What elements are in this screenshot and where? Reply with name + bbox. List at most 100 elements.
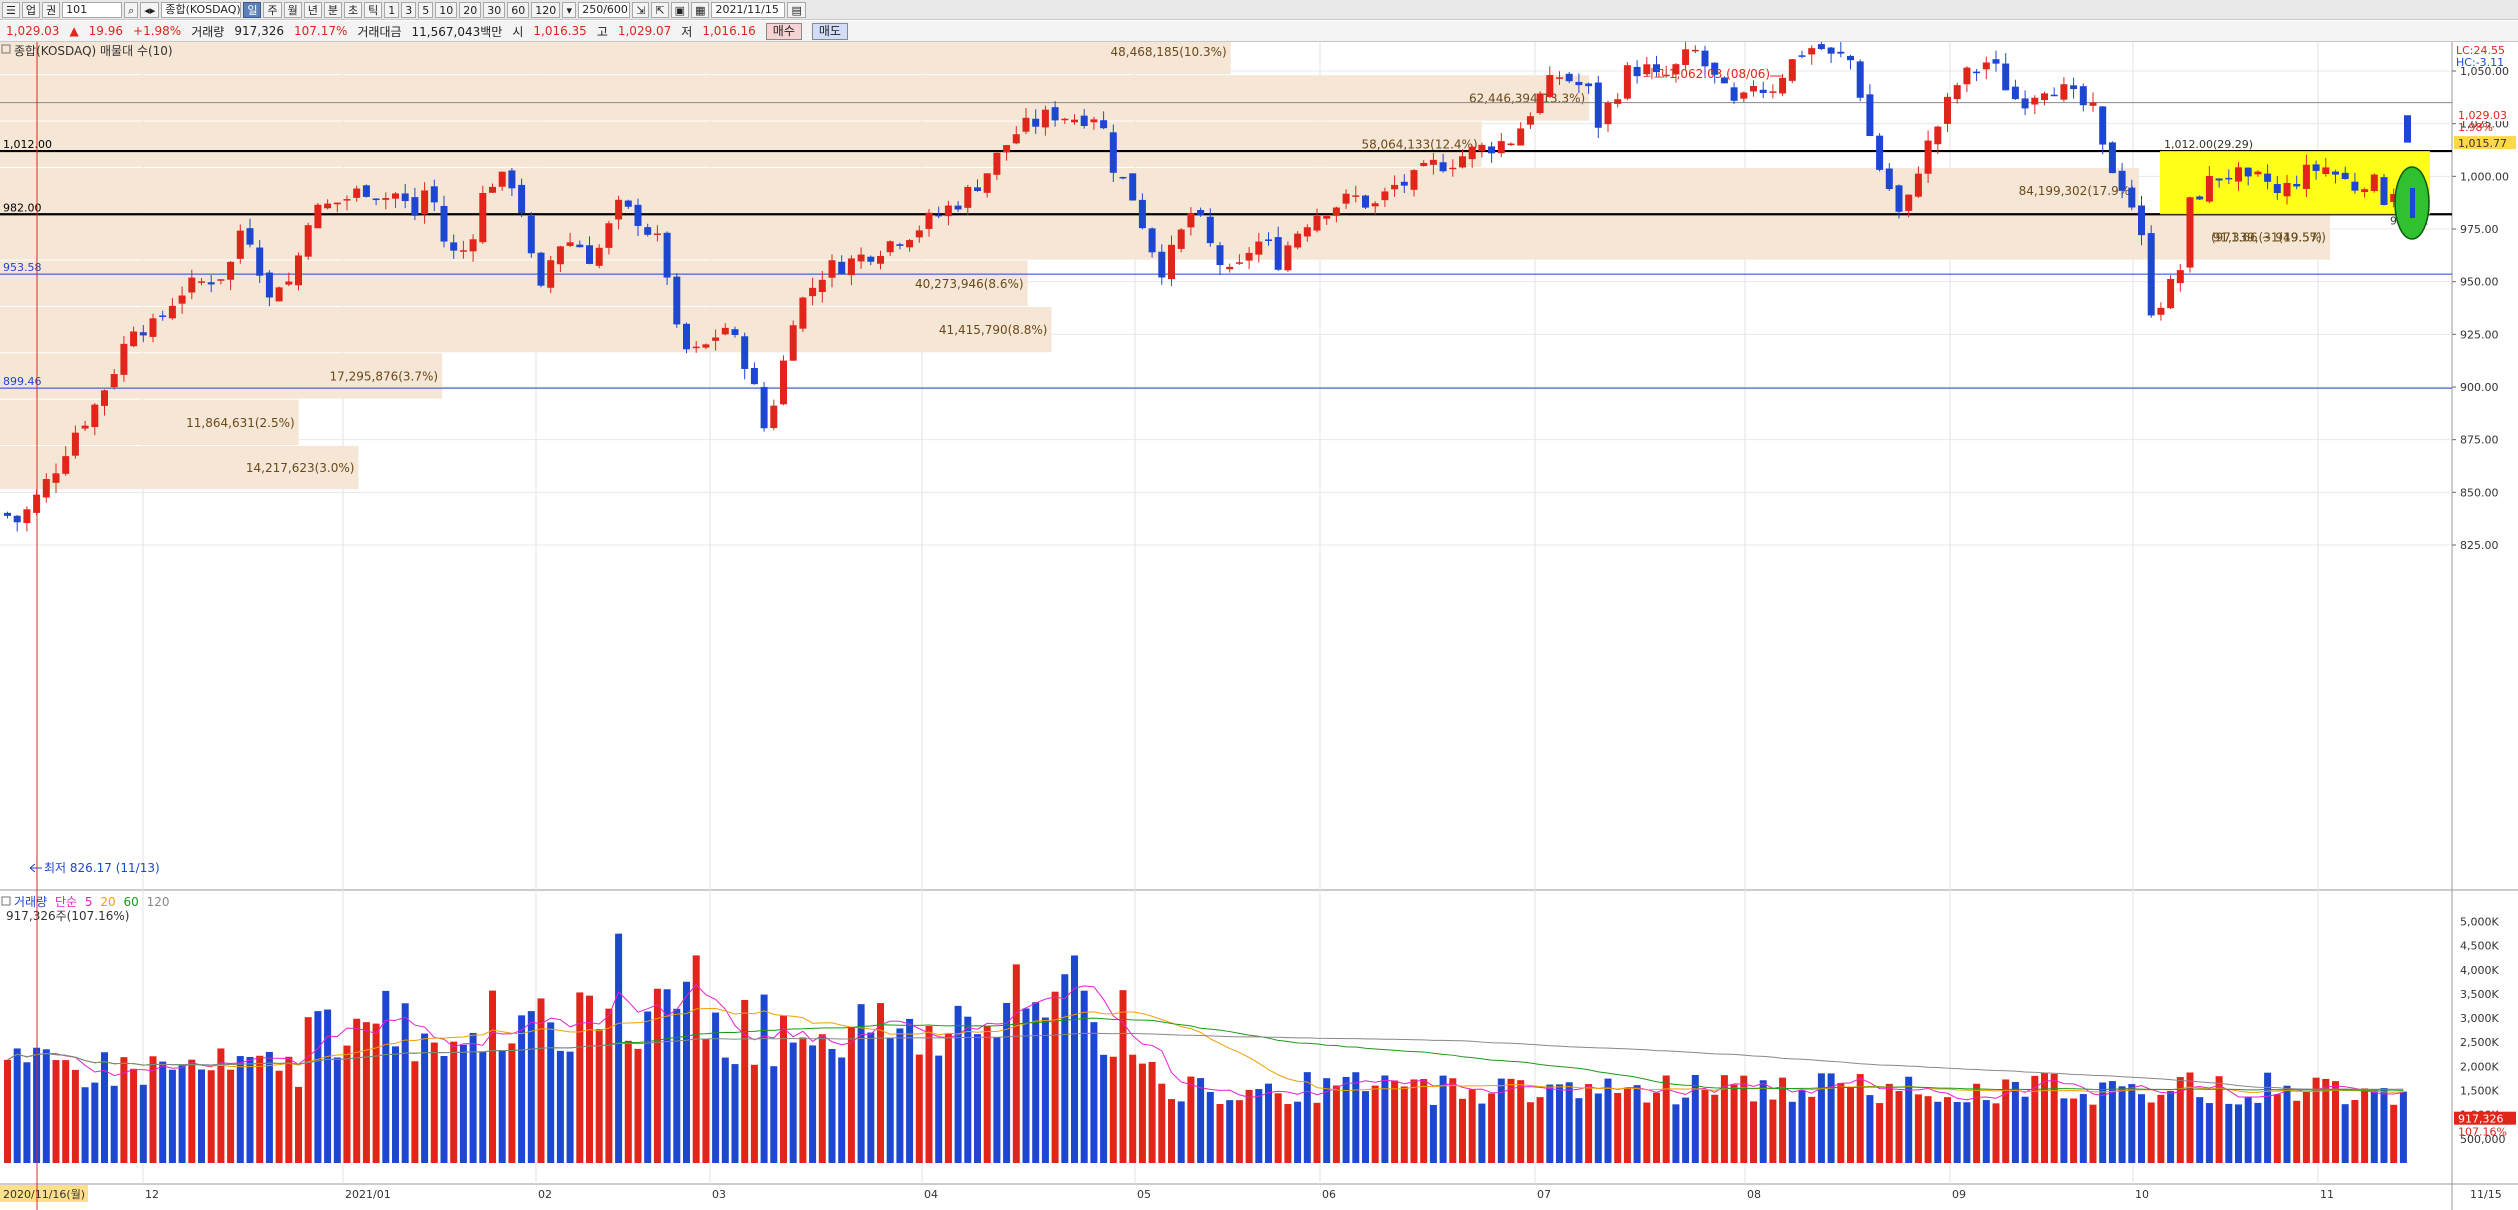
market-selector[interactable]: 업 xyxy=(21,1,40,18)
candle-body xyxy=(2060,84,2068,100)
date-field[interactable]: 2021/11/15 xyxy=(711,1,786,18)
volume-bar xyxy=(1265,1083,1272,1163)
volume-bar xyxy=(236,1056,244,1163)
count-field[interactable]: 250/600 xyxy=(578,1,631,18)
volume-bar xyxy=(130,1068,138,1163)
sell-button[interactable]: 매도 xyxy=(811,22,848,40)
volume-bar xyxy=(1594,1093,1602,1163)
profile-bar xyxy=(0,399,299,445)
tab-day[interactable]: 일 xyxy=(243,1,262,18)
volume-bar xyxy=(1982,1100,1990,1163)
profile-label: 48,468,185(10.3%) xyxy=(1111,45,1227,59)
type-selector[interactable]: 권 xyxy=(42,1,61,18)
candle-body xyxy=(236,230,244,259)
volume-bar xyxy=(1536,1097,1544,1163)
candle-body xyxy=(586,245,593,264)
volume-bar xyxy=(362,1022,370,1163)
tab-week[interactable]: 주 xyxy=(263,1,282,18)
panel-toggle-icon[interactable] xyxy=(1,44,11,54)
volume-bar xyxy=(2099,1082,2107,1163)
pin-icon[interactable]: ⇱ xyxy=(651,1,669,18)
minute-20[interactable]: 20 xyxy=(459,1,482,18)
candle-body xyxy=(2322,167,2330,175)
minute-5[interactable]: 5 xyxy=(418,1,434,18)
candle-body xyxy=(2079,86,2087,106)
candle-body xyxy=(1604,102,1612,125)
candle-body xyxy=(4,512,11,516)
candle-body xyxy=(2390,193,2398,202)
code-input[interactable]: 101 xyxy=(62,1,123,18)
candle-body xyxy=(547,260,555,288)
candle-body xyxy=(1420,162,1428,167)
open-value: 1,016.35 xyxy=(533,24,587,38)
search-icon[interactable]: ⌕ xyxy=(124,1,139,18)
volume-bar xyxy=(683,981,690,1163)
candle-body xyxy=(1856,61,1864,98)
save-icon[interactable]: ▣ xyxy=(670,1,690,18)
tab-month[interactable]: 월 xyxy=(283,1,302,18)
candle-body xyxy=(1177,229,1185,249)
volume-axis: 5,000K 4,500K 4,000K 3,500K 3,000K 2,500K 2,00… xyxy=(2454,915,2516,1146)
calendar-icon[interactable]: ▦ xyxy=(691,1,710,18)
volume-bar xyxy=(2225,1103,2233,1163)
volume-bar xyxy=(1235,1100,1243,1163)
zoom-icon[interactable]: ⇲ xyxy=(632,1,650,18)
prev-next-icon[interactable]: ◂▸ xyxy=(140,1,160,18)
minute-10[interactable]: 10 xyxy=(435,1,458,18)
volume-bar xyxy=(2079,1094,2087,1163)
volume-panel-toggle-icon[interactable] xyxy=(1,896,11,906)
volume-bar xyxy=(1885,1083,1893,1163)
volume-bar xyxy=(789,1042,797,1163)
candle-body xyxy=(1371,203,1379,207)
candle-body xyxy=(1381,191,1389,201)
buy-button[interactable]: 매수 xyxy=(765,22,802,40)
volume-bar xyxy=(1876,1103,1884,1163)
candle-body xyxy=(1294,233,1302,248)
price-tick: 900.00 xyxy=(2460,381,2499,394)
price-chart[interactable]: 14,217,623(3.0%) 11,864,631(2.5%) 17,295,8… xyxy=(0,42,2518,1210)
volume-bar xyxy=(1798,1090,1806,1163)
candle-body xyxy=(1798,55,1806,57)
minute-60[interactable]: 60 xyxy=(507,1,530,18)
candle-body xyxy=(1235,262,1243,264)
volume-bar xyxy=(1284,1104,1292,1163)
candle-body xyxy=(1788,59,1796,81)
price-tick: 875.00 xyxy=(2460,434,2499,447)
minute-1[interactable]: 1 xyxy=(384,1,400,18)
tab-second[interactable]: 초 xyxy=(343,1,363,18)
volume-bar xyxy=(586,995,593,1163)
volume-bar xyxy=(1342,1076,1350,1163)
candle-body xyxy=(1847,55,1854,61)
chevron-down-icon[interactable]: ▾ xyxy=(562,1,577,18)
volume-bar xyxy=(2089,1104,2097,1163)
candle-body xyxy=(1080,115,1088,126)
volume-bar xyxy=(2118,1086,2126,1163)
date-axis: 2020/11/16(월) 12 2021/01 02 03 04 05 06 07 08 09 10… xyxy=(0,1185,2502,1202)
tab-year[interactable]: 년 xyxy=(303,1,322,18)
minute-120[interactable]: 120 xyxy=(531,1,561,18)
volume-bar xyxy=(1391,1080,1399,1163)
tab-minute[interactable]: 분 xyxy=(323,1,342,18)
volume-bars xyxy=(4,933,2407,1163)
candle-body xyxy=(1876,135,1884,170)
tab-tick[interactable]: 틱 xyxy=(364,1,383,18)
candle-body xyxy=(2031,97,2039,105)
volume-bar xyxy=(1206,1091,1214,1163)
month-label: 03 xyxy=(712,1188,726,1201)
volume-bar xyxy=(673,1008,681,1163)
profile-label: 14,217,623(3.0%) xyxy=(246,461,355,475)
candle-body xyxy=(1429,159,1437,165)
volume-bar xyxy=(1381,1075,1389,1163)
candle-body xyxy=(168,305,176,319)
minute-3[interactable]: 3 xyxy=(401,1,417,18)
menu-icon[interactable]: ☰ xyxy=(2,1,20,18)
minute-30[interactable]: 30 xyxy=(483,1,506,18)
volume-bar xyxy=(944,1033,952,1163)
volume-bar xyxy=(2302,1091,2310,1163)
volume-bar xyxy=(1168,1099,1175,1163)
grid-icon[interactable]: ▤ xyxy=(787,1,806,18)
profile-bar xyxy=(0,306,1052,353)
candle-body xyxy=(285,281,293,285)
candle-body xyxy=(2215,178,2223,181)
candle-body xyxy=(886,241,894,253)
